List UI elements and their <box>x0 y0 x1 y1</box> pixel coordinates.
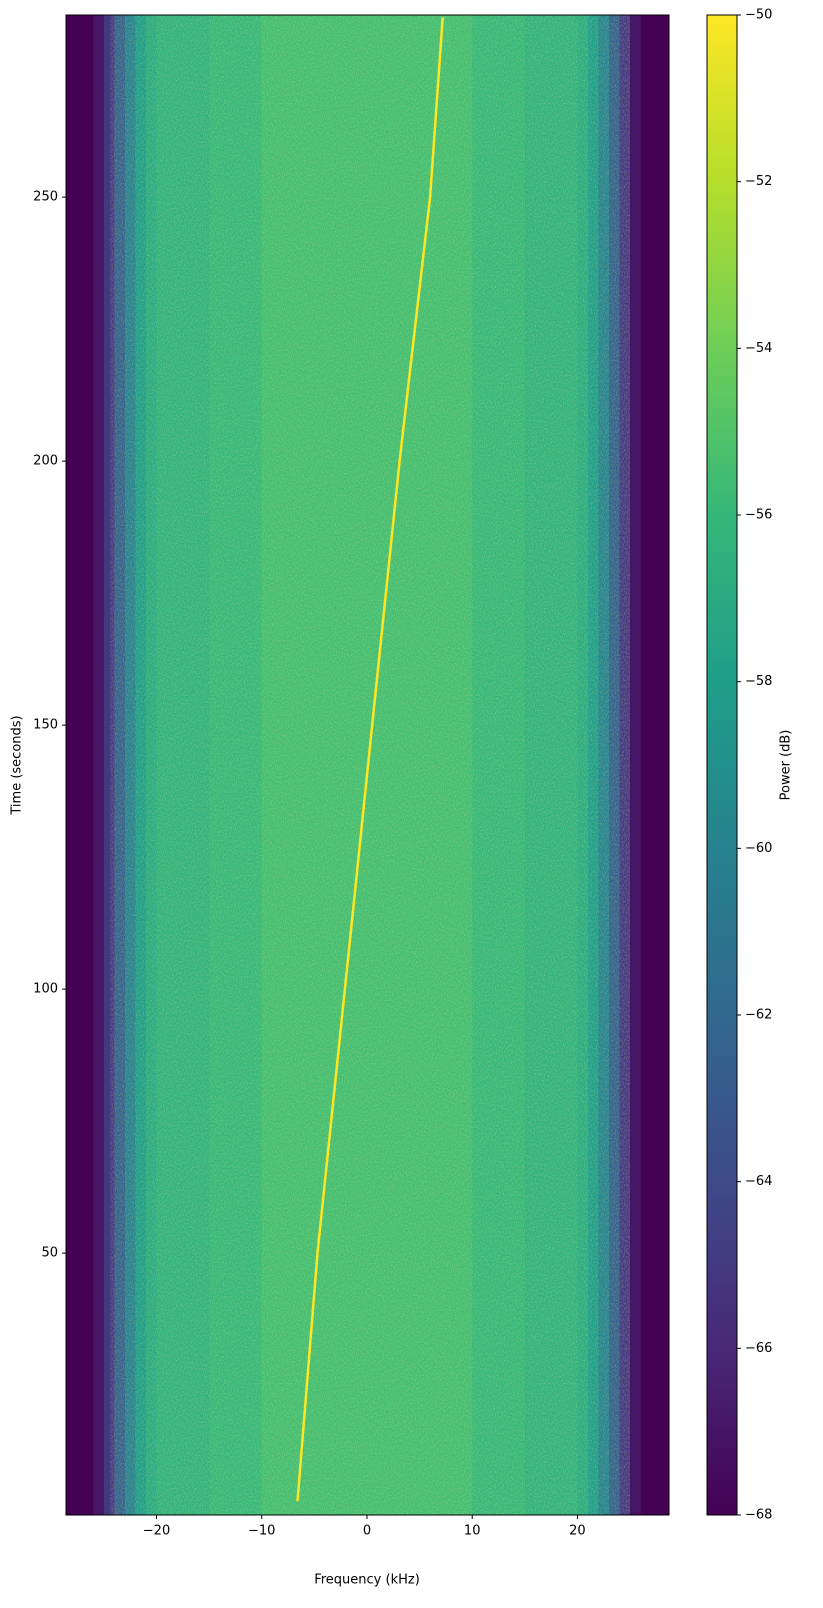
colorbar-tick-label: −62 <box>745 1008 772 1023</box>
colorbar-tick-label: −54 <box>745 341 772 356</box>
power-band <box>93 15 105 1515</box>
colorbar-tick-label: −64 <box>745 1174 772 1189</box>
x-tick-label: 10 <box>464 1524 481 1539</box>
x-axis-label: Frequency (kHz) <box>314 1573 420 1588</box>
y-tick-label: 200 <box>33 454 58 469</box>
x-tick-label: 0 <box>363 1524 371 1539</box>
y-tick-label: 150 <box>33 718 58 733</box>
colorbar-tick-label: −66 <box>745 1341 772 1356</box>
signal-line <box>296 17 444 1502</box>
colorbar-tick-label: −58 <box>745 674 772 689</box>
colorbar-tick-label: −56 <box>745 508 772 523</box>
colorbar-tick-label: −60 <box>745 841 772 856</box>
x-tick-label: 20 <box>569 1524 586 1539</box>
colorbar <box>706 14 738 1516</box>
y-tick-label: 50 <box>41 1246 58 1261</box>
colorbar-tick-label: −50 <box>745 8 772 23</box>
colorbar-tick-label: −68 <box>745 1508 772 1523</box>
power-band <box>66 15 94 1515</box>
x-tick-label: −10 <box>248 1524 275 1539</box>
colorbar-label: Power (dB) <box>779 730 794 801</box>
signal-layer <box>296 17 444 1502</box>
y-tick-label: 100 <box>33 982 58 997</box>
power-band <box>640 15 670 1515</box>
plot-frame <box>65 14 670 1516</box>
power-band <box>630 15 642 1515</box>
power-band <box>103 15 115 1515</box>
noise-texture <box>110 15 630 1515</box>
y-tick-label: 250 <box>33 190 58 205</box>
y-axis-label: Time (seconds) <box>10 715 25 815</box>
x-tick-label: −20 <box>143 1524 170 1539</box>
colorbar-tick-label: −52 <box>745 174 772 189</box>
